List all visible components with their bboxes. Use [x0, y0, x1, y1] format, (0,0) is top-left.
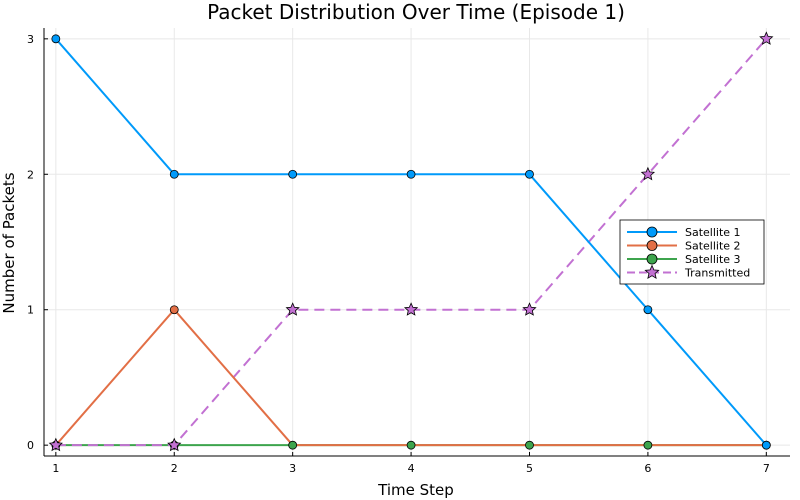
x-tick-label: 7 [763, 462, 770, 475]
data-point-satellite-3 [406, 440, 416, 450]
x-tick-label: 1 [52, 462, 59, 475]
data-point-transmitted [759, 31, 774, 45]
data-point-satellite-3 [288, 440, 298, 450]
legend-label-satellite-1: Satellite 1 [685, 226, 741, 239]
data-point-transmitted [403, 302, 419, 316]
tick-labels: 1 2 3 4 5 6 7 0 1 2 3 [27, 33, 770, 475]
data-point-transmitted [522, 302, 537, 316]
legend-label-satellite-2: Satellite 2 [685, 240, 741, 253]
y-tick-label: 2 [27, 168, 34, 181]
markers [48, 31, 774, 452]
data-point-transmitted [285, 302, 300, 316]
chart-title: Packet Distribution Over Time (Episode 1… [207, 0, 625, 24]
data-point-satellite-1 [525, 169, 534, 179]
y-axis-label: Number of Packets [0, 172, 18, 313]
y-tick-label: 1 [27, 304, 34, 317]
data-point-transmitted [640, 166, 656, 181]
legend-label-transmitted: Transmitted [684, 267, 750, 280]
x-tick-label: 3 [289, 462, 296, 475]
data-point-satellite-1 [643, 305, 653, 315]
x-axis-label: Time Step [377, 481, 454, 499]
data-point-satellite-1 [288, 169, 298, 179]
data-point-satellite-3 [643, 440, 653, 450]
x-tick-label: 5 [526, 462, 533, 475]
x-tick-label: 4 [408, 462, 415, 475]
data-point-transmitted [167, 437, 182, 452]
data-point-satellite-1 [406, 169, 416, 179]
data-point-satellite-1 [761, 440, 771, 450]
y-tick-label: 0 [27, 439, 34, 452]
legend-marker-transmitted [644, 264, 660, 279]
legend-marker-satellite-2 [646, 240, 658, 251]
axes [43, 28, 790, 457]
x-tick-label: 2 [171, 462, 178, 475]
data-point-satellite-3 [525, 440, 534, 450]
legend-marker-satellite-1 [646, 226, 658, 238]
y-tick-label: 3 [27, 33, 34, 46]
data-point-satellite-1 [169, 169, 179, 179]
legend-label-satellite-3: Satellite 3 [685, 253, 741, 266]
data-point-satellite-1 [51, 34, 61, 44]
data-point-transmitted [48, 437, 63, 452]
x-tick-label: 6 [644, 462, 651, 475]
legend-marker-satellite-3 [646, 253, 658, 265]
data-point-satellite-2 [169, 305, 179, 315]
